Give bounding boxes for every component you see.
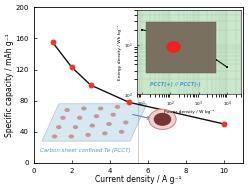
Circle shape bbox=[69, 134, 74, 139]
Circle shape bbox=[81, 106, 87, 111]
Point bbox=[222, 122, 226, 125]
Point bbox=[127, 101, 131, 104]
Circle shape bbox=[94, 114, 99, 118]
Y-axis label: Specific capacity / mAh g⁻¹: Specific capacity / mAh g⁻¹ bbox=[5, 33, 14, 137]
Circle shape bbox=[64, 108, 70, 112]
Circle shape bbox=[115, 105, 120, 109]
Circle shape bbox=[56, 125, 62, 129]
Circle shape bbox=[98, 106, 103, 111]
Circle shape bbox=[123, 120, 128, 125]
Circle shape bbox=[60, 116, 66, 120]
Polygon shape bbox=[42, 104, 147, 141]
Circle shape bbox=[73, 125, 78, 129]
Text: Carbon sheet confined Te (PCCT): Carbon sheet confined Te (PCCT) bbox=[40, 148, 130, 153]
Circle shape bbox=[111, 113, 116, 117]
Circle shape bbox=[149, 109, 176, 129]
Circle shape bbox=[85, 133, 91, 137]
Circle shape bbox=[119, 130, 124, 134]
Point bbox=[70, 66, 74, 69]
X-axis label: Current density / A g⁻¹: Current density / A g⁻¹ bbox=[95, 175, 182, 184]
Circle shape bbox=[102, 131, 108, 135]
Circle shape bbox=[106, 122, 112, 126]
Circle shape bbox=[52, 134, 57, 139]
Circle shape bbox=[154, 113, 171, 126]
Point bbox=[51, 41, 55, 44]
Point bbox=[89, 84, 93, 87]
Circle shape bbox=[77, 116, 82, 120]
Circle shape bbox=[90, 124, 95, 128]
